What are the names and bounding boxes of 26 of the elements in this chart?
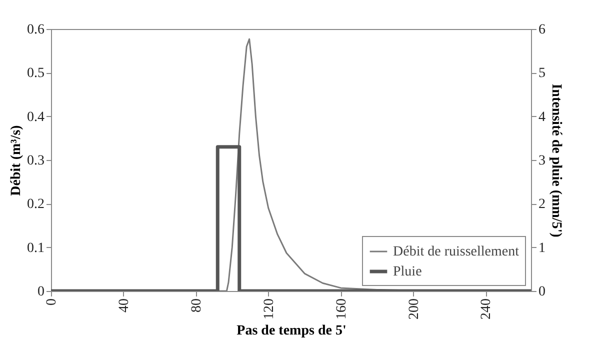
x-tick-label: 120: [262, 298, 277, 320]
y-tick-label: 0: [38, 284, 44, 300]
y-tick-label: 0.5: [27, 66, 44, 82]
y-tick-label: 0.2: [27, 197, 44, 212]
y2-tick-label: 5: [538, 66, 546, 82]
y2-tick-label: 6: [538, 22, 546, 38]
x-tick-label: 80: [189, 298, 204, 312]
y-tick-label: 0.3: [27, 154, 44, 168]
x-tick-label: 200: [406, 298, 422, 320]
y2-tick-label: 2: [538, 197, 546, 212]
legend-label: Pluie: [393, 264, 422, 280]
y-tick-label: 0.4: [27, 110, 44, 125]
x-axis-title: Pas de temps de 5': [236, 324, 346, 338]
x-tick-label: 40: [116, 298, 132, 312]
y2-tick-label: 4: [538, 110, 546, 125]
y2-axis-title: Intensité de pluie (mm/5'): [548, 84, 564, 238]
legend-label: Débit de ruissellement: [393, 244, 520, 260]
y2-tick-label: 0: [538, 284, 546, 300]
x-tick-label: 160: [334, 298, 350, 320]
y2-tick-label: 1: [538, 240, 546, 256]
x-tick-label: 240: [479, 298, 494, 320]
y-tick-label: 0.6: [27, 22, 44, 38]
y2-tick-label: 3: [538, 154, 546, 168]
y-axis-title: Débit (m³/s): [9, 124, 24, 196]
x-tick-label: 0: [44, 298, 60, 306]
y-tick-label: 0.1: [27, 240, 44, 256]
